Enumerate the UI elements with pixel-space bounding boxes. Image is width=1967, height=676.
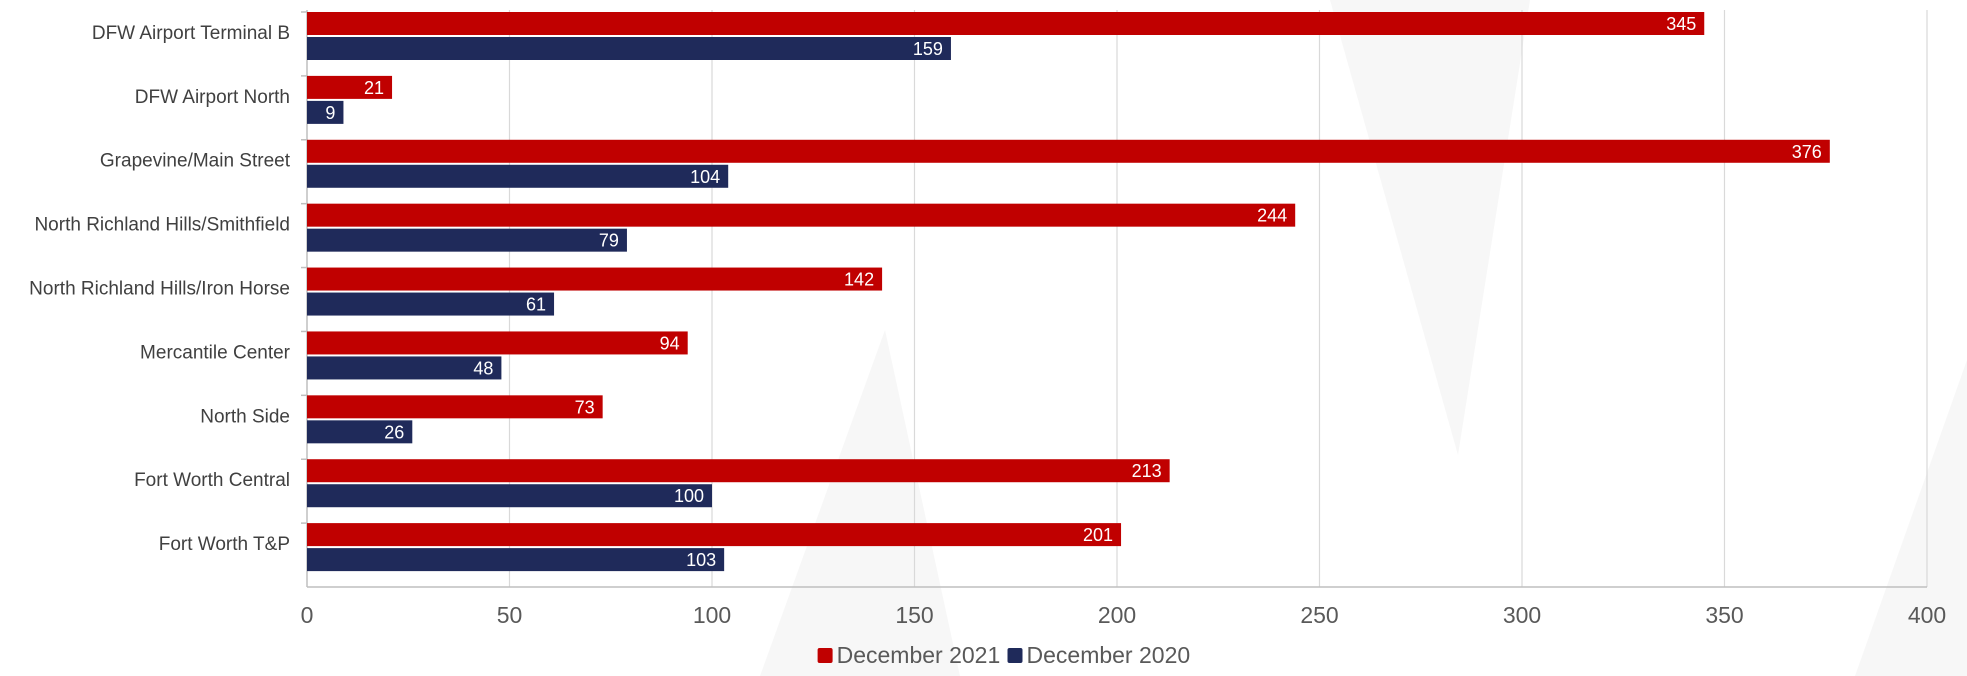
data-label: 73 (575, 397, 595, 417)
bar-series-2 (307, 420, 413, 444)
data-label: 94 (660, 333, 680, 353)
category-label: Fort Worth T&P (159, 534, 290, 555)
bar-series-2 (307, 164, 729, 188)
category-label: Fort Worth Central (134, 470, 290, 491)
x-tick-label: 100 (693, 602, 731, 628)
bar-series-1 (307, 75, 393, 99)
data-label: 345 (1666, 14, 1696, 34)
category-label: Grapevine/Main Street (100, 151, 291, 172)
data-label: 103 (686, 550, 716, 570)
x-tick-label: 50 (497, 602, 523, 628)
data-label: 61 (526, 295, 546, 315)
bar-series-1 (307, 12, 1705, 35)
bar-series-1 (307, 139, 1830, 163)
category-label: DFW Airport North (135, 87, 290, 108)
bar-series-1 (307, 267, 883, 291)
bar-series-1 (307, 523, 1122, 547)
bar-series-2 (307, 228, 627, 252)
data-label: 213 (1132, 461, 1162, 481)
legend-label: December 2020 (1027, 642, 1191, 668)
data-label: 21 (364, 78, 384, 98)
data-label: 79 (599, 231, 619, 251)
watermark-logo (760, 0, 1967, 676)
bar-series-1 (307, 395, 603, 419)
legend-swatch (817, 648, 833, 663)
legend-label: December 2021 (837, 642, 1001, 668)
data-label: 9 (325, 103, 335, 123)
data-label: 26 (384, 422, 404, 442)
x-tick-label: 150 (895, 602, 933, 628)
bar-series-1 (307, 331, 688, 355)
data-label: 100 (674, 486, 704, 506)
bar-series-1 (307, 459, 1170, 483)
x-tick-label: 250 (1300, 602, 1338, 628)
legend-swatch (1007, 648, 1023, 663)
category-label: DFW Airport Terminal B (92, 23, 290, 44)
category-label: North Side (200, 406, 290, 427)
x-tick-label: 350 (1705, 602, 1743, 628)
bar-series-2 (307, 356, 502, 380)
data-label: 48 (473, 358, 493, 378)
category-label: North Richland Hills/Iron Horse (29, 279, 290, 300)
legend-item: December 2020 (1007, 642, 1191, 668)
bar-series-2 (307, 292, 555, 316)
data-label: 376 (1792, 142, 1822, 162)
category-label: Mercantile Center (140, 342, 291, 363)
bar-series-2 (307, 100, 344, 124)
x-tick-label: 400 (1908, 602, 1946, 628)
legend-item: December 2021 (817, 642, 1001, 668)
bar-series-2 (307, 37, 951, 60)
category-label: North Richland Hills/Smithfield (34, 215, 290, 236)
bar-series-1 (307, 203, 1296, 227)
bar-series-2 (307, 484, 712, 508)
data-label: 142 (844, 270, 874, 290)
x-tick-label: 200 (1098, 602, 1136, 628)
data-label: 201 (1083, 525, 1113, 545)
x-tick-label: 300 (1503, 602, 1541, 628)
data-label: 244 (1257, 206, 1287, 226)
data-label: 104 (690, 167, 720, 187)
data-label: 159 (913, 39, 943, 59)
bar-series-2 (307, 548, 725, 572)
x-tick-label: 0 (301, 602, 314, 628)
